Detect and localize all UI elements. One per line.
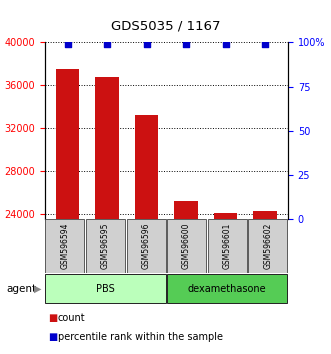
Text: count: count (58, 313, 85, 323)
Bar (135, 115, 159, 354)
FancyBboxPatch shape (86, 219, 125, 273)
Point (223, 41, 228, 47)
Text: agent: agent (7, 284, 37, 293)
Text: GSM596594: GSM596594 (61, 223, 70, 269)
Text: GSM596602: GSM596602 (263, 223, 272, 269)
Point (183, 41, 189, 47)
Bar (253, 211, 277, 354)
FancyBboxPatch shape (45, 274, 166, 303)
Text: percentile rank within the sample: percentile rank within the sample (58, 332, 223, 342)
FancyBboxPatch shape (167, 274, 287, 303)
FancyBboxPatch shape (45, 219, 84, 273)
Text: dexamethasone: dexamethasone (188, 284, 266, 293)
Bar (56, 69, 79, 354)
Text: ▶: ▶ (34, 284, 42, 293)
Point (262, 41, 268, 47)
Text: ■: ■ (48, 313, 57, 323)
Text: GSM596596: GSM596596 (142, 223, 151, 269)
Bar (95, 77, 119, 354)
Text: PBS: PBS (96, 284, 115, 293)
FancyBboxPatch shape (126, 219, 166, 273)
Point (144, 41, 149, 47)
FancyBboxPatch shape (208, 219, 247, 273)
Text: GDS5035 / 1167: GDS5035 / 1167 (111, 19, 220, 33)
Bar (214, 213, 237, 354)
Point (105, 41, 110, 47)
Text: ■: ■ (48, 332, 57, 342)
FancyBboxPatch shape (167, 219, 206, 273)
Text: GSM596600: GSM596600 (182, 223, 191, 269)
FancyBboxPatch shape (248, 219, 287, 273)
Text: GSM596601: GSM596601 (223, 223, 232, 269)
Point (65, 41, 70, 47)
Bar (174, 201, 198, 354)
Text: GSM596595: GSM596595 (101, 223, 110, 269)
